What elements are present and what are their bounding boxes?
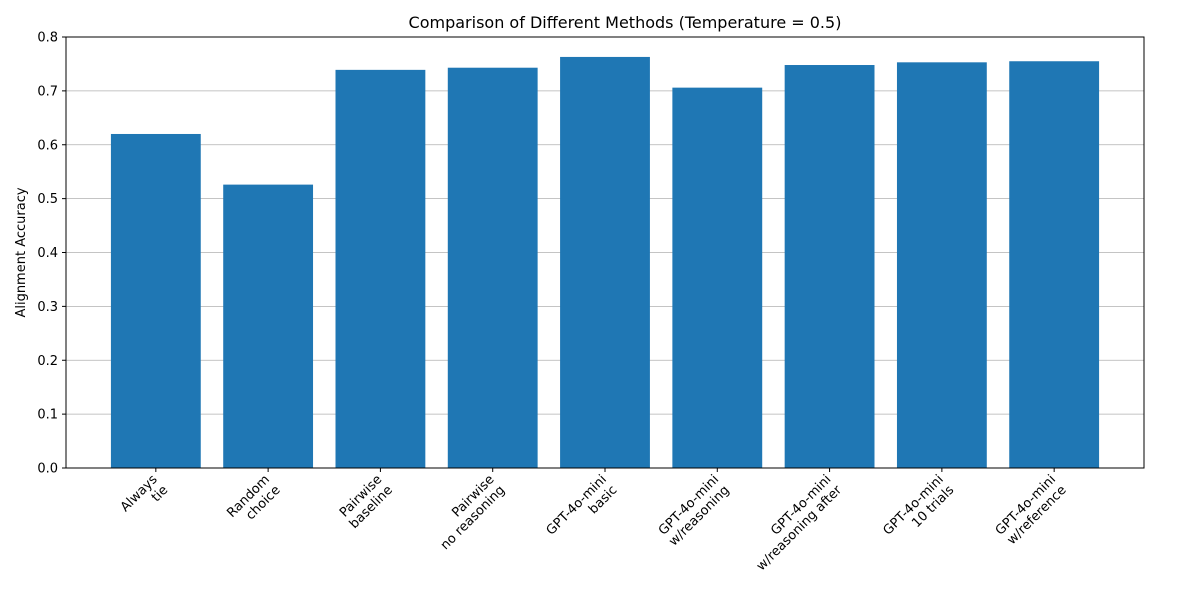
x-tick-label: GPT-4o-miniw/reasoning after <box>743 472 845 574</box>
y-tick-label: 0.7 <box>37 84 58 99</box>
x-tick-label: GPT-4o-minibasic <box>544 472 621 549</box>
y-tick-label: 0.2 <box>37 354 58 369</box>
x-axis-ticks: Alwaystie Randomchoice Pairwisebaseline Pai… <box>118 468 1070 574</box>
x-tick-label: GPT-4o-miniw/reference <box>993 472 1070 549</box>
x-tick-label: GPT-4o-mini10 trials <box>880 472 957 549</box>
bars <box>110 56 1100 469</box>
bar <box>335 69 426 469</box>
x-tick-label: GPT-4o-miniw/reasoning <box>656 472 733 549</box>
y-tick-label: 0.0 <box>37 462 58 477</box>
y-tick-label: 0.4 <box>37 246 58 261</box>
y-axis-label: Alignment Accuracy <box>14 187 29 317</box>
bar <box>672 87 763 468</box>
y-tick-label: 0.8 <box>37 31 58 46</box>
bar <box>223 184 314 468</box>
bar <box>110 133 201 468</box>
x-tick-label: Pairwisebaseline <box>336 472 396 532</box>
bar <box>1009 61 1100 469</box>
y-tick-label: 0.3 <box>37 300 58 315</box>
x-tick-label: Pairwiseno reasoning <box>427 472 508 553</box>
chart-title: Comparison of Different Methods (Tempera… <box>409 13 842 32</box>
y-tick-label: 0.6 <box>37 138 58 153</box>
x-tick-label: Randomchoice <box>224 472 283 531</box>
y-tick-label: 0.1 <box>37 408 58 423</box>
bar <box>447 67 538 469</box>
bar <box>896 62 987 468</box>
y-tick-label: 0.5 <box>37 192 58 207</box>
bar <box>784 65 875 468</box>
x-tick-label: Alwaystie <box>118 472 172 526</box>
bar <box>560 56 650 469</box>
y-axis-ticks: 0.0 0.1 0.2 0.3 0.4 0.5 0.6 0.7 0.8 <box>37 31 66 477</box>
